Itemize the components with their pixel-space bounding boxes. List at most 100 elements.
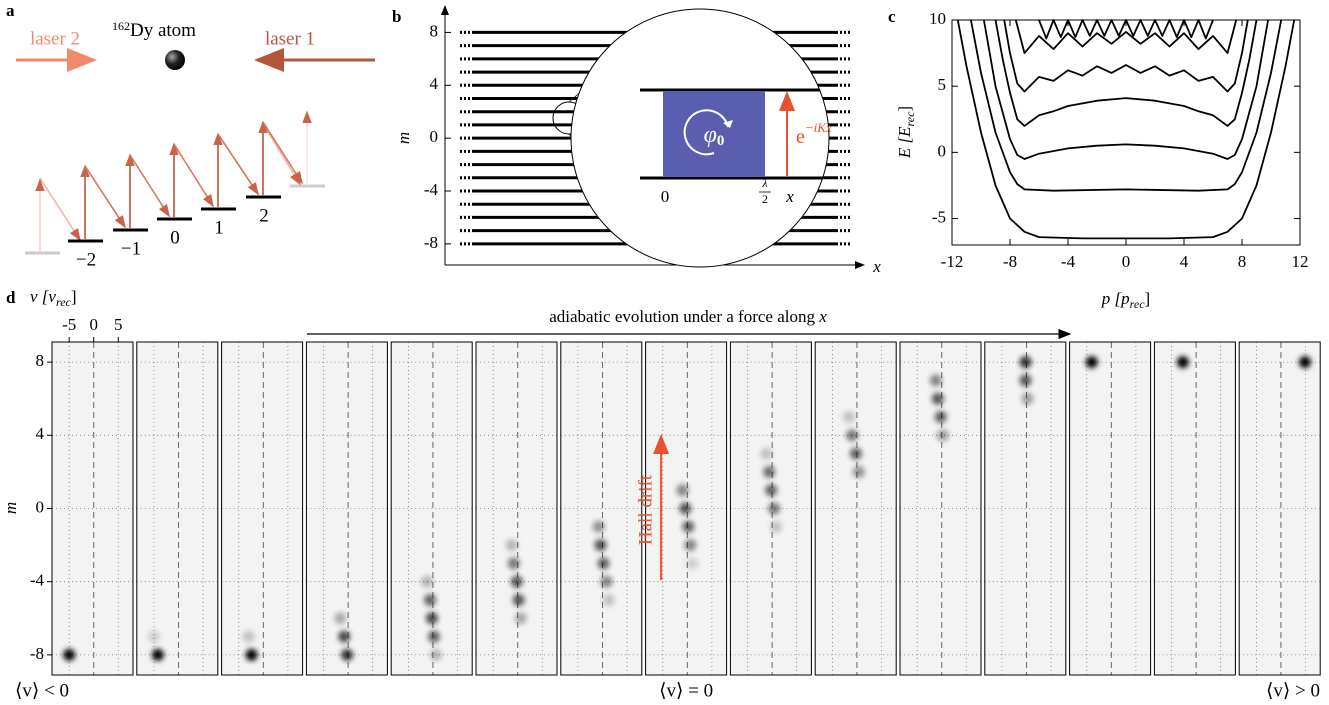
x-tick-label: -8 [1003,252,1017,271]
x-tick-label: 4 [1180,252,1189,271]
atom-cloud [334,612,347,625]
atom-cloud [338,630,351,643]
x-axis-label: v [vrec] [30,287,77,309]
hall-label: Hall drift [635,474,656,545]
atom-label: 162Dy atom [112,19,196,42]
y-tick-label: 4 [430,74,439,93]
evolution-title: adiabatic evolution under a force along … [549,307,827,326]
frame-border [729,341,812,676]
x-tick-label: 12 [1292,252,1309,271]
frame [984,341,1067,676]
y-tick-label: 0 [430,127,439,146]
frame [1153,341,1236,676]
frame [475,341,558,676]
y-tick-label: -8 [30,644,44,663]
hop-label: e−iKx [796,120,832,148]
y-tick-label: -8 [424,233,438,252]
x-label-main: p [p [1101,289,1130,308]
inset-tick: λ [761,176,767,190]
velocity-label: ⟨v⟩ > 0 [1266,680,1320,701]
x-axis-label: p [prec] [1101,289,1150,311]
atom [165,50,185,70]
x-label-end: ] [71,287,77,306]
inset-tick: x [785,187,794,206]
y-label-main: E [E [895,126,914,159]
atom-cloud [1085,356,1098,369]
band-curve [1003,19,1249,93]
band-curve [1014,19,1238,54]
velocity-label: ⟨v⟩ < 0 [15,680,69,701]
atom-cloud [592,520,605,533]
atom-cloud [676,484,689,497]
frame [1238,341,1321,676]
x-tick-label: 0 [89,315,98,334]
frame-border [984,341,1067,676]
y-axis-label: m [394,132,413,144]
frame [560,341,643,676]
inset-tick: 0 [661,187,670,206]
frame [390,341,473,676]
transition-arrow [262,121,303,185]
level-label: −1 [121,238,141,259]
frame-border [814,341,897,676]
transition-arrow [217,133,259,196]
atom-cloud [505,539,518,552]
frame-border [645,341,728,676]
circulation [683,109,729,156]
level-label: −2 [76,249,96,270]
y-tick-label: 0 [938,141,947,160]
hop-base: e [796,126,805,148]
atom-cloud [425,612,438,625]
atom-cloud [63,648,76,661]
atom-cloud [423,593,436,606]
transition-arrow [173,143,214,208]
atom-cloud [1019,356,1032,369]
curves [956,19,1296,240]
atom-cloud [763,465,776,478]
y-tick-label: -4 [424,180,439,199]
inset-tick: 2 [762,192,768,206]
frame [899,341,982,676]
atom-cloud [760,447,773,460]
atom-cloud [1176,356,1189,369]
atom-cloud [768,502,781,515]
atom-cloud [1298,356,1311,369]
y-label-sub: rec [903,111,917,127]
band-curve [970,19,1283,192]
frame-border [899,341,982,676]
x-tick-label: -5 [62,315,76,334]
atom-cloud [512,593,525,606]
atom-cloud [931,392,944,405]
y-tick-label: 10 [929,9,946,28]
level-label: 0 [170,227,180,248]
atom-cloud [427,630,440,643]
y-tick-label: 5 [938,75,947,94]
frame [305,341,388,676]
laser-label: laser 2 [30,28,80,49]
y-tick-label: 8 [430,21,439,40]
x-tick-label: 5 [114,315,123,334]
y-axis-label: E [Erec] [895,106,917,159]
transition-arrow [129,154,170,218]
atom-cloud [600,575,613,588]
atom-cloud [765,484,778,497]
frame [136,341,219,676]
ladder: −2 −1 0 1 2 [25,110,325,270]
atom-cloud [597,557,610,570]
atom-cloud [936,429,949,442]
y-axis-label: m [1,502,20,514]
circulation-head [723,120,733,128]
atom-cloud [341,648,354,661]
panel-label: c [888,7,896,26]
panel-label: b [392,7,401,26]
atom-cloud [242,630,255,643]
x-axis-label: x [872,257,881,276]
panel-label: a [6,1,15,20]
frame [221,341,304,676]
atom-cloud [1021,392,1034,405]
isotope: 162 [112,19,130,33]
atom-cloud [510,575,523,588]
panel-d: d v [vrec] m adiabatic evolution under a… [1,287,1321,701]
atom-cloud [421,575,434,588]
